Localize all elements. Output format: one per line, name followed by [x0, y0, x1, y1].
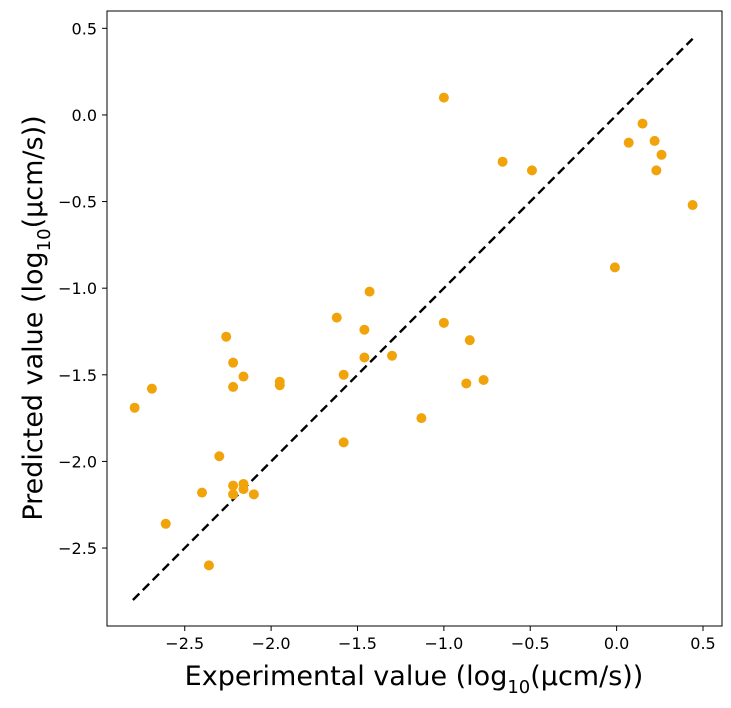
data-point	[438, 92, 449, 103]
data-point	[656, 149, 667, 160]
reference-line	[132, 37, 694, 601]
y-tick-label: −0.5	[58, 193, 97, 212]
y-tick-label: 0.0	[72, 106, 97, 125]
x-tick-label: −2.5	[165, 634, 204, 653]
x-tick-label: −1.5	[338, 634, 377, 653]
data-point	[129, 402, 140, 413]
x-tick-label: −0.5	[511, 634, 550, 653]
data-point	[228, 480, 239, 491]
x-tick-label: 0.5	[690, 634, 715, 653]
data-point	[248, 489, 259, 500]
data-points	[129, 92, 698, 571]
data-point	[497, 156, 508, 167]
data-point	[478, 375, 489, 385]
data-point	[651, 165, 662, 176]
data-point	[197, 487, 208, 498]
data-point	[338, 369, 349, 380]
plot-area-frame	[106, 10, 723, 627]
data-point	[228, 381, 239, 392]
y-axis-label: Predicted value (log10(µcm/s))	[18, 115, 55, 520]
y-tick-label: −2.5	[58, 539, 97, 558]
data-point	[331, 312, 342, 323]
data-point	[160, 518, 171, 529]
data-point	[228, 489, 239, 500]
data-point	[228, 357, 239, 368]
data-point	[687, 200, 698, 211]
y-tick-label: −1.5	[58, 366, 97, 385]
y-tick-label: −2.0	[58, 452, 97, 471]
data-point	[359, 324, 370, 335]
data-point	[438, 317, 449, 328]
data-point	[637, 118, 648, 129]
y-tick-label: 0.5	[72, 19, 97, 38]
data-point	[146, 383, 157, 394]
x-tick-label: −2.0	[252, 634, 291, 653]
data-point	[359, 352, 370, 363]
data-point	[214, 451, 225, 462]
y-tick-label: −1.0	[58, 279, 97, 298]
data-point	[416, 413, 427, 424]
data-point	[238, 371, 249, 382]
data-point	[649, 135, 660, 146]
x-tick-label: 0.0	[604, 634, 629, 653]
data-point	[221, 331, 232, 342]
data-point	[387, 350, 398, 361]
data-point	[464, 335, 475, 346]
data-point	[526, 165, 537, 176]
data-point	[461, 378, 472, 389]
data-point	[338, 437, 349, 448]
data-point	[623, 137, 634, 148]
data-point	[274, 380, 285, 391]
data-point	[364, 286, 375, 297]
data-point	[203, 560, 214, 571]
data-point	[609, 262, 620, 273]
data-point	[238, 484, 249, 495]
x-axis-ticks: −2.5 −2.0 −1.5 −1.0 −0.5 0.0 0.5	[165, 626, 716, 653]
x-tick-label: −1.0	[424, 634, 463, 653]
x-axis-label: Experimental value (log10(µcm/s))	[185, 661, 644, 698]
y-axis-ticks: 0.5 0.0 −0.5 −1.0 −1.5 −2.0 −2.5	[58, 19, 107, 558]
